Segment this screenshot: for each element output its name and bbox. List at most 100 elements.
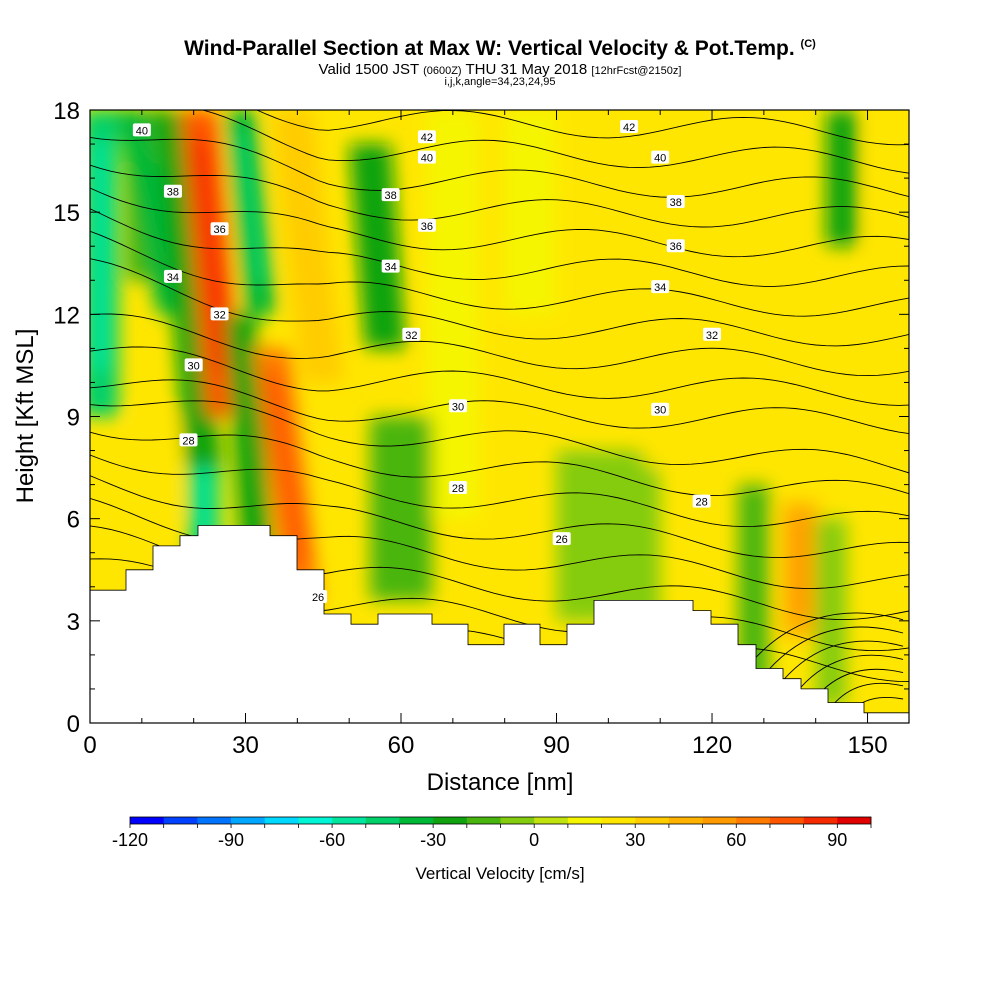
- colorbar-swatch: [769, 817, 804, 824]
- colorbar-swatch: [702, 817, 737, 824]
- y-tick-label: 9: [67, 405, 80, 432]
- colorbar-tick-label: 30: [625, 830, 645, 850]
- contour-label: 42: [417, 130, 436, 144]
- theta-contour: [90, 208, 909, 287]
- contour-label: 32: [210, 307, 229, 321]
- colorbar-swatch: [163, 817, 198, 824]
- contour-label-text: 38: [167, 187, 179, 199]
- contour-label: 30: [184, 358, 203, 372]
- x-tick-label: 120: [692, 732, 732, 759]
- colorbar-swatch: [130, 817, 164, 824]
- colorbar-swatch: [399, 817, 434, 824]
- y-tick-label: 15: [53, 200, 80, 227]
- contour-label: 38: [163, 184, 182, 199]
- contour-label: 30: [449, 399, 468, 413]
- contour-label: 30: [651, 402, 670, 417]
- velocity-cell-14: [369, 416, 433, 601]
- velocity-core-6: [233, 130, 269, 284]
- contour-label: 28: [692, 494, 711, 509]
- potential-temperature-contours: [90, 110, 909, 723]
- contour-label-text: 38: [385, 190, 397, 202]
- colorbar-tick-label: 60: [726, 830, 746, 850]
- contour-label-text: 28: [696, 497, 708, 509]
- contour-label: 38: [381, 188, 400, 202]
- colorbar-swatch: [197, 817, 232, 824]
- x-tick-label: 0: [83, 732, 96, 759]
- contour-label-text: 34: [654, 282, 666, 294]
- velocity-core-3: [197, 466, 212, 539]
- contour-label: 34: [381, 259, 400, 274]
- contour-label: 28: [449, 481, 468, 495]
- colorbar-swatch: [668, 817, 703, 824]
- contour-label: 32: [703, 327, 722, 342]
- contour-label: 42: [620, 120, 639, 134]
- colorbar-swatch: [635, 817, 670, 824]
- contour-label-text: 26: [556, 534, 568, 546]
- chart-subtitle: Valid 1500 JST (0600Z) THU 31 May 2018 […: [318, 61, 682, 78]
- velocity-core-18: [791, 515, 809, 618]
- x-tick-label: 90: [543, 732, 570, 759]
- colorbar-swatch: [332, 817, 367, 824]
- contour-labels: 40 38 36 34 32 30 28 26 42 40 38 36 34 32 30 28 26 42 40 38…: [132, 120, 722, 604]
- contour-label: 40: [651, 150, 670, 165]
- velocity-core-0: [92, 140, 109, 371]
- contour-label-text: 42: [421, 132, 433, 144]
- contour-label-text: 34: [167, 272, 179, 284]
- contour-label-text: 30: [452, 401, 464, 413]
- velocity-cell-11: [136, 416, 179, 519]
- x-tick-label: 30: [232, 732, 259, 759]
- theta-contour: [90, 475, 909, 559]
- colorbar-swatch: [567, 817, 602, 824]
- colorbar-swatch: [433, 817, 468, 824]
- y-axis-label: Height [Kft MSL]: [12, 329, 39, 504]
- contour-label-text: 38: [670, 197, 682, 209]
- contour-label-text: 36: [421, 221, 433, 233]
- colorbar-tick-label: -60: [319, 830, 345, 850]
- chart-title: Wind-Parallel Section at Max W: Vertical…: [184, 37, 816, 60]
- contour-label: 40: [417, 150, 436, 165]
- velocity-cell-20: [815, 518, 847, 706]
- theta-contour: [90, 431, 909, 497]
- colorbar-swatch: [500, 817, 535, 824]
- colorbar-tick-label: 90: [827, 830, 847, 850]
- contour-label: 38: [666, 194, 685, 209]
- contour-label-text: 30: [654, 405, 666, 417]
- contour-label: 36: [210, 222, 229, 236]
- colorbar-tick-label: -90: [218, 830, 244, 850]
- velocity-cell-17: [504, 110, 557, 315]
- y-tick-label: 6: [67, 507, 80, 534]
- contour-label-text: 32: [706, 330, 718, 342]
- velocity-cell-21: [826, 110, 858, 247]
- contour-label: 36: [666, 239, 685, 253]
- contour-label: 34: [651, 280, 670, 294]
- theta-contour: [200, 110, 909, 174]
- velocity-cell-22: [872, 110, 909, 315]
- colorbar-tick-label: 0: [529, 830, 539, 850]
- contour-label: 34: [163, 269, 182, 284]
- theta-contour: [255, 110, 909, 146]
- colorbar-swatch: [803, 817, 838, 824]
- contour-label-text: 30: [188, 360, 200, 372]
- contour-label-text: 32: [405, 330, 417, 342]
- theta-contour: [90, 379, 909, 435]
- colorbar-swatch: [298, 817, 333, 824]
- terrain: [90, 525, 909, 723]
- contour-label-text: 40: [421, 153, 433, 165]
- y-tick-label: 18: [53, 98, 80, 125]
- x-axis-label: Distance [nm]: [427, 769, 574, 796]
- theta-contour: [90, 230, 909, 317]
- contour-label-text: 42: [623, 122, 635, 134]
- colorbar-swatch: [601, 817, 636, 824]
- x-tick-label: 60: [388, 732, 415, 759]
- contour-label-text: 40: [136, 125, 148, 137]
- velocity-cell-15: [556, 450, 661, 621]
- colorbar-swatch: [837, 817, 872, 824]
- contour-label: 32: [402, 327, 421, 342]
- velocity-cell-13: [426, 110, 479, 519]
- velocity-cell-9: [271, 110, 344, 383]
- contour-label: 26: [552, 532, 571, 546]
- terrain-mask: [90, 525, 909, 723]
- contour-label-text: 32: [213, 309, 225, 321]
